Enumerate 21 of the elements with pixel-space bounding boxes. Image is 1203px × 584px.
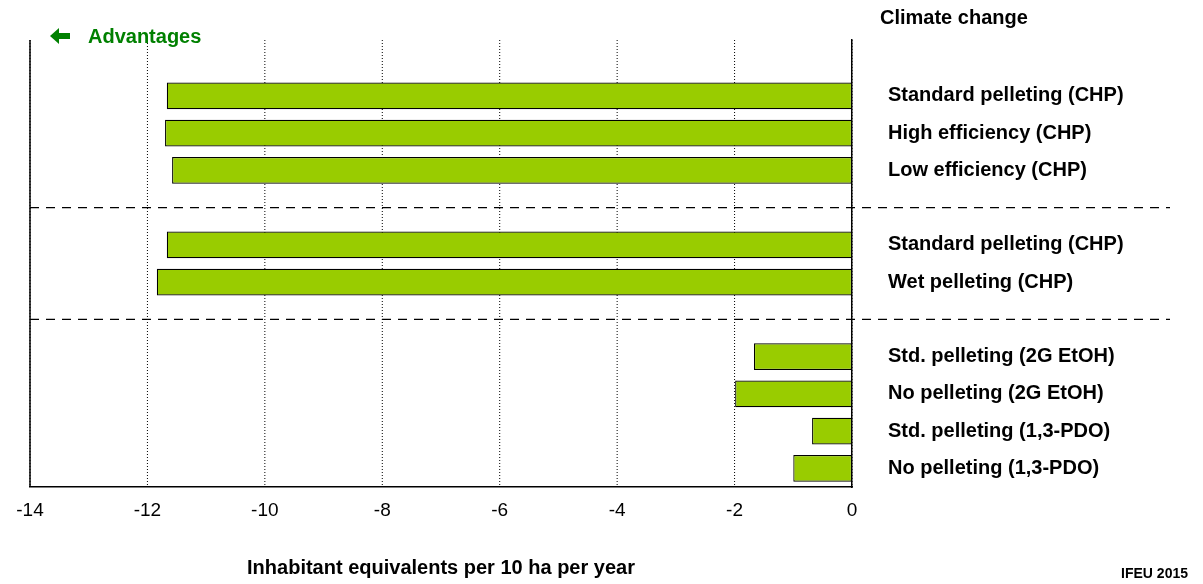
y-tick-label: Low efficiency (CHP) bbox=[888, 157, 1087, 180]
x-tick-label: -2 bbox=[726, 498, 744, 520]
x-tick-label: -12 bbox=[133, 498, 162, 520]
y-tick-label: Std. pelleting (1,3-PDO) bbox=[888, 418, 1111, 441]
y-tick-label: Std. pelleting (2G EtOH) bbox=[888, 344, 1115, 367]
x-tick-label: -8 bbox=[373, 498, 391, 520]
text: Climate change bbox=[880, 5, 1028, 28]
x-tick-label: -14 bbox=[16, 498, 45, 520]
annotation: Advantages bbox=[88, 24, 202, 47]
x-tick-label: -10 bbox=[251, 498, 279, 520]
x-tick-label: 0 bbox=[846, 498, 858, 520]
x-axis-title: Inhabitant equivalents per 10 ha per year bbox=[247, 555, 636, 578]
y-tick-label: Standard pelleting (CHP) bbox=[888, 232, 1124, 255]
x-tick-label: -6 bbox=[491, 498, 509, 520]
y-tick-label: Standard pelleting (CHP) bbox=[888, 83, 1124, 106]
x-tick-label: -4 bbox=[608, 498, 627, 520]
text: IFEU 2015 bbox=[1121, 564, 1189, 581]
y-tick-label: Wet pelleting (CHP) bbox=[888, 269, 1074, 292]
y-tick-label: High efficiency (CHP) bbox=[888, 120, 1092, 143]
y-tick-label: No pelleting (1,3-PDO) bbox=[888, 455, 1100, 478]
y-tick-label: No pelleting (2G EtOH) bbox=[888, 381, 1104, 404]
